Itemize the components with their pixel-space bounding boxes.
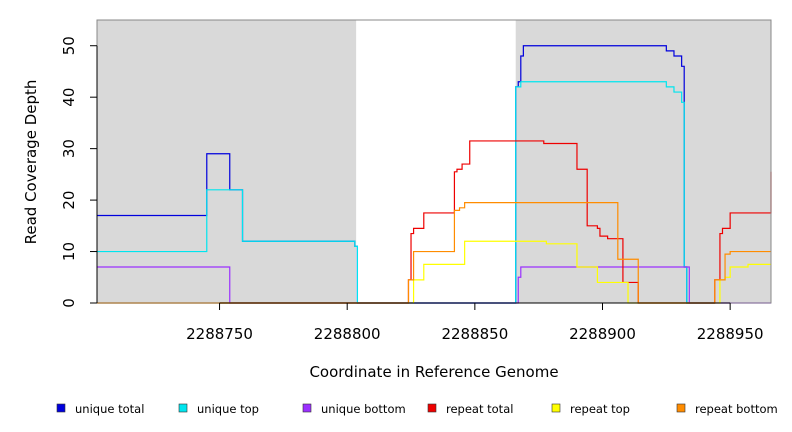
legend-label: unique total <box>75 402 144 416</box>
legend-swatch <box>178 403 188 413</box>
legend-label: repeat total <box>446 402 513 416</box>
shaded-regions <box>97 20 771 303</box>
y-tick-label: 20 <box>60 191 78 210</box>
y-tick-label: 30 <box>60 139 78 158</box>
legend-item-repeat-bottom: repeat bottom <box>676 402 778 416</box>
x-tick-label: 2288800 <box>314 325 381 343</box>
x-tick-label: 2288750 <box>186 325 253 343</box>
shaded-region-2 <box>515 20 771 303</box>
legend-label: repeat top <box>570 402 630 416</box>
y-tick-label: 40 <box>60 88 78 107</box>
y-tick-label: 0 <box>60 298 78 308</box>
series-unique-bottom <box>97 266 771 304</box>
legend-item-unique-total: unique total <box>56 402 144 416</box>
legend-swatch <box>551 403 561 413</box>
legend-item-unique-top: unique top <box>178 402 259 416</box>
y-tick-label: 10 <box>60 242 78 261</box>
y-tick-label: 50 <box>60 36 78 55</box>
y-axis-label: Read Coverage Depth <box>22 80 40 245</box>
legend-item-unique-bottom: unique bottom <box>302 402 406 416</box>
legend-label: unique top <box>197 402 259 416</box>
series-unique-top <box>97 81 715 304</box>
x-tick-label: 2288950 <box>697 325 764 343</box>
legend-label: repeat bottom <box>695 402 778 416</box>
legend-swatch <box>56 403 66 413</box>
x-tick-label: 2288850 <box>441 325 508 343</box>
legend-swatch <box>302 403 312 413</box>
series-repeat-bottom <box>97 202 771 304</box>
legend-item-repeat-top: repeat top <box>551 402 630 416</box>
legend-item-repeat-total: repeat total <box>427 402 513 416</box>
series-lines <box>97 45 772 304</box>
series-repeat-top <box>97 240 771 304</box>
legend-swatch <box>676 403 686 413</box>
x-tick-label: 2288900 <box>569 325 636 343</box>
y-axis: 0 10 20 30 40 50 <box>60 36 98 308</box>
legend-label: unique bottom <box>321 402 406 416</box>
x-axis: 2288750 2288800 2288850 2288900 2288950 <box>186 302 764 343</box>
x-axis-label: Coordinate in Reference Genome <box>309 363 558 381</box>
legend: unique total unique top unique bottom repea… <box>56 402 778 416</box>
shaded-region-1 <box>97 20 357 303</box>
legend-swatch <box>427 403 437 413</box>
